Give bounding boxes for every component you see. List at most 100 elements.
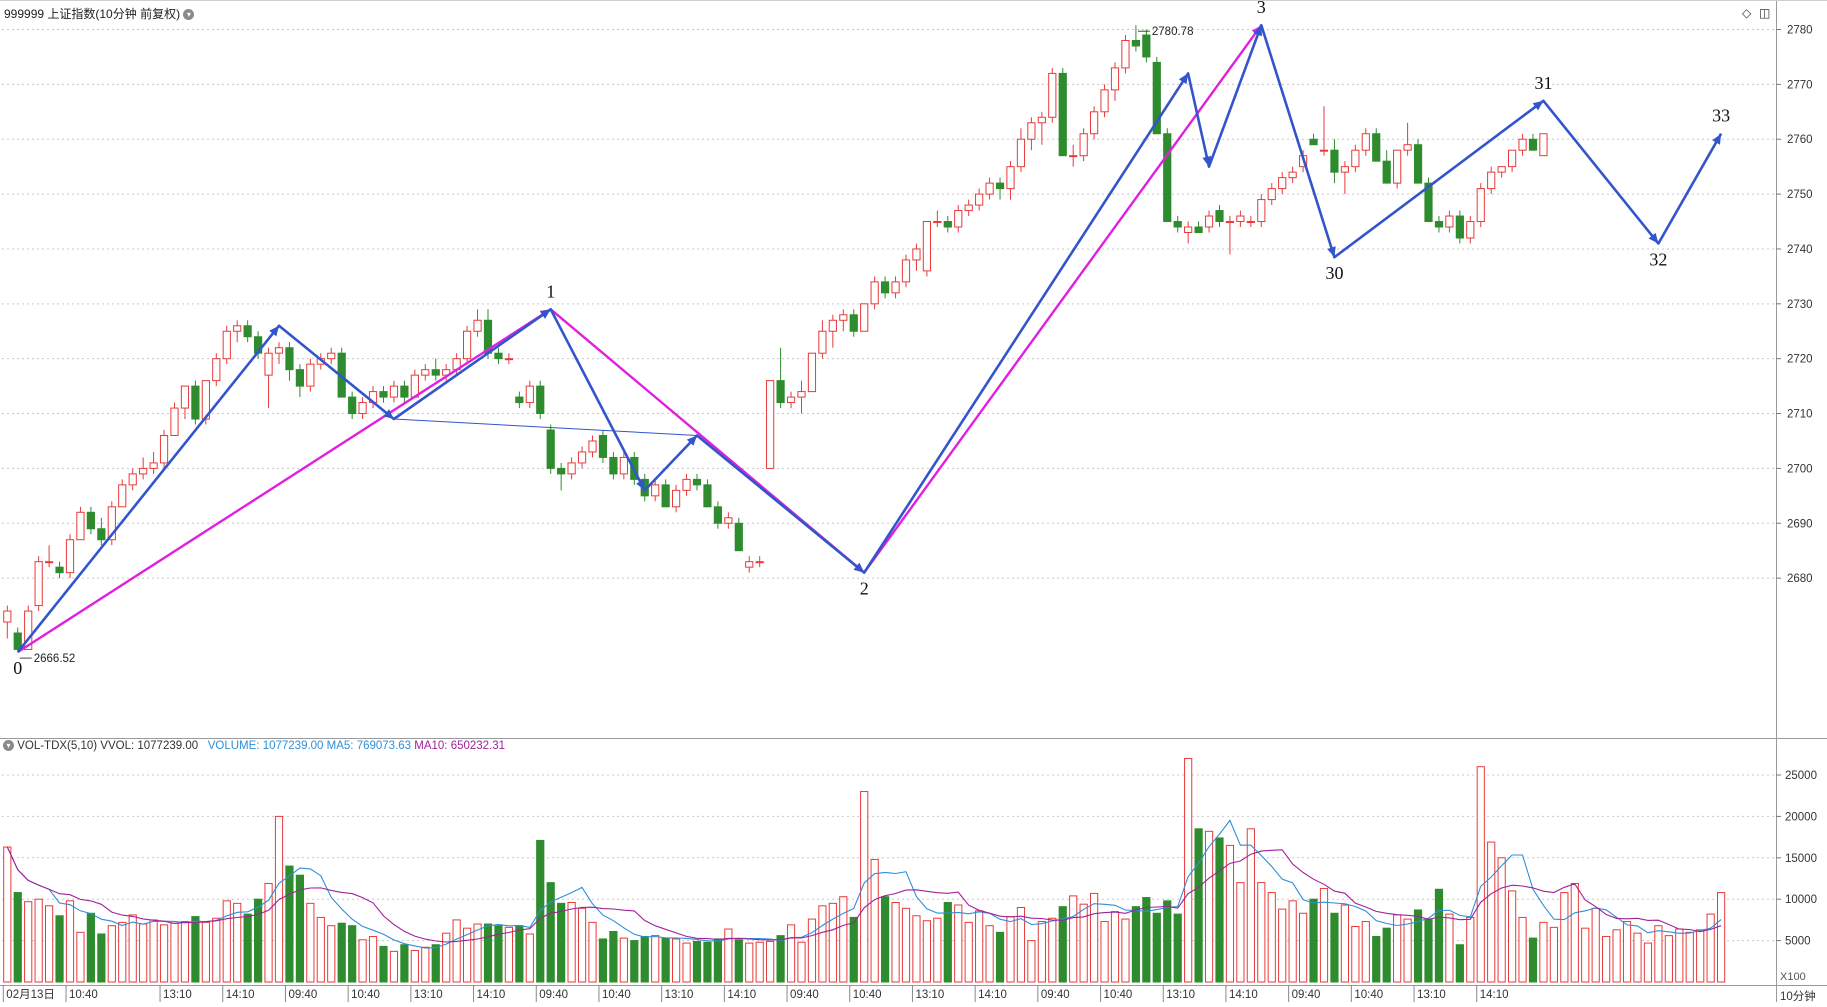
candle	[13, 627, 22, 653]
volume-bar	[1225, 844, 1235, 983]
candle-body	[1309, 138, 1318, 146]
x-tick-label: 09:40	[539, 989, 568, 1001]
candle	[421, 364, 430, 381]
candle	[1476, 183, 1485, 228]
volume-bar	[1528, 937, 1538, 983]
candle	[943, 216, 952, 233]
candle	[180, 385, 190, 420]
candle	[1163, 128, 1172, 223]
candle-body	[1142, 34, 1151, 58]
x-tick-label: 13:10	[665, 989, 694, 1001]
stroke-arrowhead	[1178, 73, 1189, 85]
volume-bar	[1152, 912, 1161, 983]
candle	[881, 276, 890, 299]
candle	[243, 320, 252, 343]
volume-bar	[118, 921, 127, 983]
x-tick-label: 13:10	[163, 989, 192, 1001]
candle	[546, 424, 555, 474]
candle-body	[222, 330, 231, 360]
candle	[118, 479, 127, 508]
volume-bar	[818, 905, 827, 983]
candle	[1069, 144, 1078, 167]
volume-bar	[912, 915, 921, 983]
volume-bar	[295, 874, 304, 983]
candle	[1424, 177, 1433, 223]
volume-bar	[1079, 903, 1088, 983]
symbol-name: 上证指数(10分钟 前复权)	[47, 7, 181, 21]
candle-body	[1508, 149, 1517, 168]
candle-body	[1131, 39, 1141, 47]
volume-bar	[995, 931, 1005, 983]
ma5-line	[6, 819, 1722, 949]
candle	[1257, 194, 1266, 228]
candle-body	[264, 352, 273, 376]
diamond-icon[interactable]: ◇	[1742, 6, 1752, 20]
volume-bar	[1361, 921, 1370, 983]
candle-body	[1027, 122, 1036, 140]
candle-body	[682, 478, 691, 491]
candle-body	[692, 478, 702, 486]
candle-body	[3, 610, 12, 623]
candle	[295, 364, 304, 398]
volume-bar	[1570, 882, 1579, 983]
dropdown-icon[interactable]: ▾	[183, 9, 195, 21]
blue-wave-strokes	[16, 23, 1723, 653]
candle-body	[766, 380, 775, 469]
candle	[139, 457, 148, 480]
volume-menu-icon[interactable]: ▾	[3, 740, 14, 752]
candle	[1413, 139, 1423, 184]
vol-indicator-name: VOL-TDX(5,10)	[17, 740, 98, 752]
volume-bar	[45, 905, 54, 983]
candle-body	[1121, 39, 1130, 69]
panel-toggle-icon[interactable]: ◫	[1759, 6, 1771, 20]
volume-bar	[379, 945, 388, 983]
x-tick-label: 10:40	[602, 989, 631, 1001]
candle-body	[703, 484, 712, 508]
stroke-arrowhead	[686, 435, 697, 446]
candle-body	[1204, 215, 1214, 228]
candle-body	[536, 385, 545, 415]
candle-body	[1497, 166, 1506, 173]
candle	[1445, 210, 1454, 233]
candle	[776, 347, 785, 409]
candle-body	[860, 303, 869, 332]
candle-body	[577, 451, 587, 464]
candle-body	[1257, 199, 1266, 223]
x-tick-label: 10:40	[1354, 989, 1383, 1001]
candle-body	[212, 358, 221, 382]
volume-bar	[1330, 912, 1339, 983]
candle	[1131, 25, 1141, 52]
candle	[473, 309, 482, 337]
candle	[400, 380, 409, 403]
candle	[1340, 161, 1350, 195]
candle-body	[1100, 89, 1109, 113]
volume-bar	[285, 865, 294, 983]
candle-body	[1424, 182, 1433, 223]
volume-bar	[1602, 935, 1611, 983]
x-tick-label: 09:40	[790, 989, 819, 1001]
candle	[1278, 172, 1287, 195]
volume-bar	[442, 932, 451, 983]
candle	[766, 380, 775, 469]
candle	[1508, 149, 1517, 173]
volume-bar	[337, 922, 346, 983]
y-tick-label: 2720	[1787, 354, 1813, 366]
candle	[536, 380, 545, 420]
candle-body	[912, 248, 921, 261]
candle	[1288, 166, 1297, 184]
volume-bar	[797, 941, 806, 983]
wave-label: 33	[1712, 106, 1730, 126]
x-tick-label: 09:40	[288, 989, 317, 1001]
candle-body	[964, 204, 973, 212]
candle-body	[1278, 177, 1287, 190]
candle-body	[598, 434, 608, 458]
candle-body	[274, 347, 284, 354]
volume-bar	[1487, 841, 1496, 983]
chart-header: 999999 上证指数(10分钟 前复权) ▾	[4, 5, 195, 22]
candle-body	[786, 396, 796, 404]
volume-bar	[1643, 942, 1653, 983]
y-tick-label: 2770	[1787, 79, 1813, 91]
volume-bar	[577, 907, 587, 983]
candle	[97, 517, 106, 546]
